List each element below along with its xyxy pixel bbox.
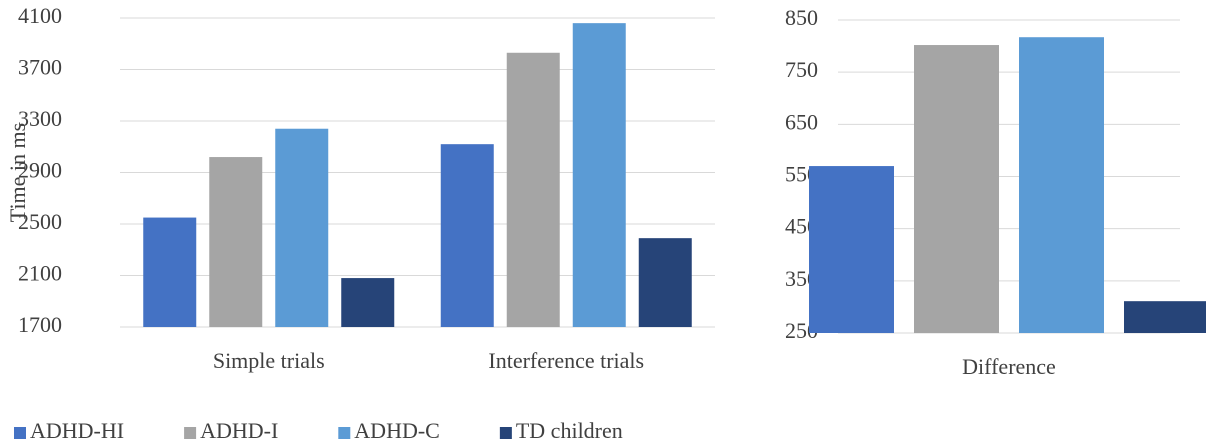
bar [506, 52, 560, 327]
legend-swatch [14, 427, 26, 439]
y-axis-label: Time in ms [5, 123, 30, 222]
bar [341, 278, 395, 327]
x-tick-label: Interference trials [488, 348, 644, 373]
x-tick-label: Difference [962, 354, 1056, 379]
legend-swatch [184, 427, 197, 439]
bar [440, 144, 494, 327]
bar [572, 23, 626, 328]
y-tick-label: 2900 [18, 158, 62, 183]
bar [638, 238, 692, 327]
bar [1124, 301, 1206, 333]
bar [809, 166, 894, 333]
y-tick-label: 4100 [18, 3, 62, 28]
bar [914, 45, 999, 333]
legend-swatch [338, 427, 351, 439]
legend-swatch [499, 427, 512, 439]
y-tick-label: 2100 [18, 261, 62, 286]
bar [1019, 37, 1104, 334]
legend-label: TD children [516, 418, 623, 443]
y-tick-label: 650 [785, 109, 818, 134]
y-tick-label: 750 [785, 57, 818, 82]
y-tick-label: 850 [785, 5, 818, 30]
y-tick-label: 2500 [18, 209, 62, 234]
y-tick-label: 1700 [18, 312, 62, 337]
x-tick-label: Simple trials [213, 348, 325, 373]
bar [143, 217, 197, 327]
legend-label: ADHD-C [354, 418, 440, 443]
y-tick-label: 3300 [18, 106, 62, 131]
y-tick-label: 3700 [18, 55, 62, 80]
legend-label: ADHD-HI [30, 418, 124, 443]
bar [275, 128, 329, 327]
bar [209, 157, 263, 327]
legend-label: ADHD-I [200, 418, 278, 443]
